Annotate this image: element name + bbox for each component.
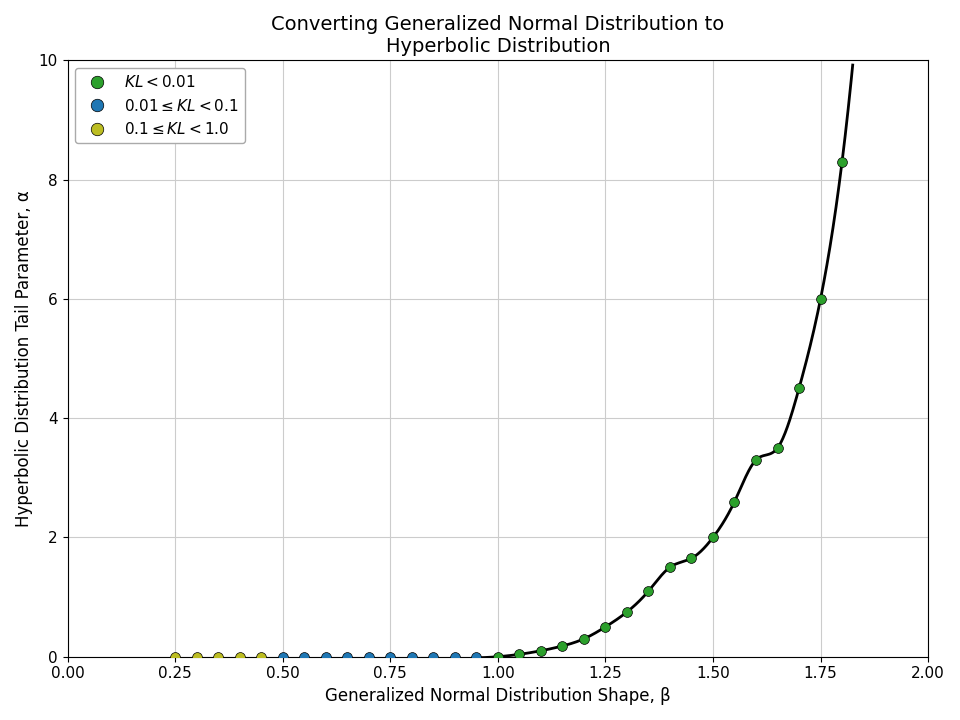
Point bbox=[232, 651, 248, 662]
Point bbox=[640, 585, 656, 597]
Point bbox=[318, 651, 333, 662]
Point bbox=[512, 649, 527, 660]
Point bbox=[533, 645, 548, 657]
Point bbox=[468, 651, 484, 662]
Point bbox=[727, 496, 742, 508]
Point bbox=[749, 454, 764, 466]
Point bbox=[447, 651, 463, 662]
Point bbox=[576, 633, 591, 644]
Point bbox=[491, 651, 506, 662]
Point bbox=[383, 651, 398, 662]
Point bbox=[425, 651, 441, 662]
X-axis label: Generalized Normal Distribution Shape, β: Generalized Normal Distribution Shape, β bbox=[324, 687, 671, 705]
Legend: $KL < 0.01$, $0.01 \leq KL < 0.1$, $0.1 \leq KL < 1.0$: $KL < 0.01$, $0.01 \leq KL < 0.1$, $0.1 … bbox=[75, 68, 245, 143]
Point bbox=[167, 651, 182, 662]
Point bbox=[555, 640, 570, 652]
Title: Converting Generalized Normal Distribution to
Hyperbolic Distribution: Converting Generalized Normal Distributi… bbox=[272, 15, 725, 56]
Point bbox=[297, 651, 312, 662]
Point bbox=[404, 651, 420, 662]
Point bbox=[619, 606, 635, 618]
Point bbox=[791, 382, 806, 394]
Point bbox=[834, 156, 850, 168]
Point bbox=[189, 651, 204, 662]
Y-axis label: Hyperbolic Distribution Tail Parameter, α: Hyperbolic Distribution Tail Parameter, … bbox=[15, 190, 33, 527]
Point bbox=[770, 442, 785, 454]
Point bbox=[598, 621, 613, 633]
Point bbox=[684, 552, 699, 564]
Point bbox=[662, 562, 678, 573]
Point bbox=[340, 651, 355, 662]
Point bbox=[253, 651, 269, 662]
Point bbox=[813, 293, 828, 305]
Point bbox=[361, 651, 376, 662]
Point bbox=[275, 651, 290, 662]
Point bbox=[210, 651, 226, 662]
Point bbox=[706, 531, 721, 543]
